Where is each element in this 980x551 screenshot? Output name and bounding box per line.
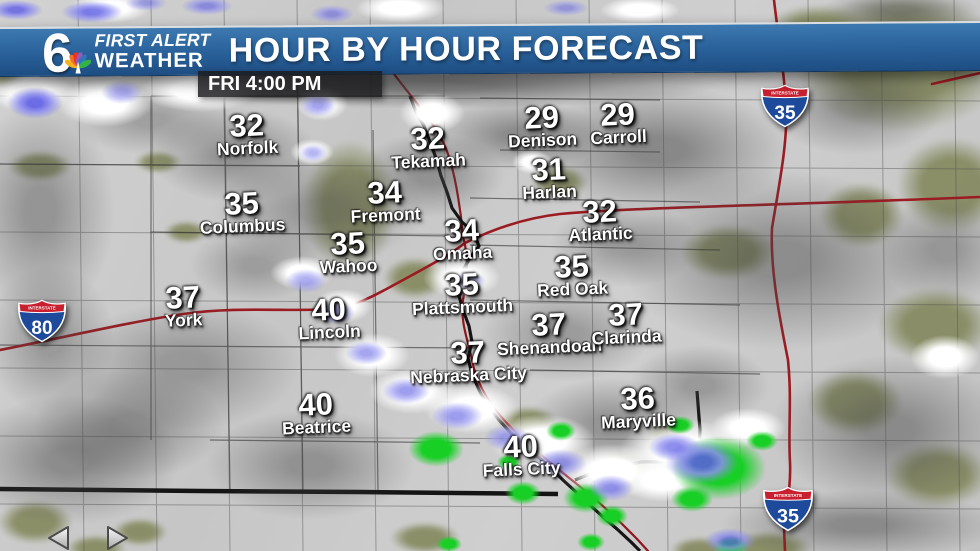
svg-text:35: 35 — [774, 103, 796, 124]
next-frame-button[interactable] — [102, 524, 132, 551]
city-name: Lincoln — [298, 320, 362, 344]
city-name: Omaha — [432, 241, 493, 265]
city-name: Tekamah — [390, 149, 467, 173]
city-name: Carroll — [589, 125, 648, 149]
interstate-80-shield: INTERSTATE 80 — [17, 299, 67, 343]
page-title: HOUR BY HOUR FORECAST — [228, 28, 704, 70]
svg-text:80: 80 — [31, 318, 52, 339]
svg-text:35: 35 — [777, 506, 799, 528]
temp-value: 34 — [443, 212, 480, 249]
temp-value: 32 — [228, 107, 265, 144]
brand-text: FIRST ALERT WEATHER — [94, 29, 211, 72]
temp-value: 31 — [530, 151, 567, 188]
interstate-35-shield-south: INTERSTATE 35 — [763, 486, 813, 532]
city-label-harlan: 31 Harlan — [521, 151, 577, 203]
city-label-columbus: 35 Columbus — [198, 185, 286, 238]
interstate-35-shield-north: INTERSTATE 35 — [760, 84, 810, 128]
city-label-tekamah: 32 Tekamah — [390, 120, 467, 173]
svg-text:INTERSTATE: INTERSTATE — [774, 493, 803, 498]
city-name: Atlantic — [568, 222, 634, 246]
city-label-beatrice: 40 Beatrice — [281, 386, 352, 439]
header-banner: 6 FIRST ALERT WEATHER HOUR BY HOUR FOREC… — [0, 20, 980, 83]
city-label-falls-city: 40 Falls City — [481, 428, 561, 481]
svg-text:INTERSTATE: INTERSTATE — [771, 91, 799, 96]
city-label-york: 37 York — [163, 279, 203, 331]
city-name: Nebraska City — [409, 362, 528, 388]
brand-first-alert: FIRST ALERT — [94, 29, 211, 51]
city-label-wahoo: 35 Wahoo — [318, 225, 378, 278]
city-name: Columbus — [199, 214, 286, 238]
temp-value: 32 — [581, 193, 618, 230]
triangle-right-icon — [107, 526, 128, 550]
city-label-plattsmouth: 35 Plattsmouth — [411, 266, 514, 319]
city-label-carroll: 29 Carroll — [589, 96, 648, 149]
city-name: York — [164, 309, 203, 331]
city-name: Maryville — [600, 409, 677, 433]
interstate-80-road — [0, 195, 980, 352]
city-name: Wahoo — [319, 254, 378, 278]
city-name: Clarinda — [591, 325, 663, 349]
timestamp-badge: FRI 4:00 PM — [198, 71, 382, 97]
nbc-peacock-icon — [64, 51, 91, 74]
kansas-border — [0, 486, 559, 497]
station-logo: 6 FIRST ALERT WEATHER — [42, 21, 211, 83]
triangle-left-icon — [48, 526, 69, 550]
temp-value: 29 — [599, 96, 636, 133]
city-label-fremont: 34 Fremont — [349, 174, 421, 227]
city-label-denison: 29 Denison — [507, 99, 578, 152]
city-label-omaha: 34 Omaha — [431, 212, 493, 265]
temp-value: 40 — [310, 291, 347, 328]
city-name: Norfolk — [216, 136, 279, 160]
city-name: Denison — [507, 128, 578, 152]
city-label-nebraska-city: 37 Nebraska City — [409, 334, 528, 388]
city-label-red-oak: 35 Red Oak — [536, 248, 609, 301]
city-label-maryville: 36 Maryville — [600, 380, 677, 433]
city-name: Red Oak — [536, 277, 609, 301]
city-name: Beatrice — [281, 415, 352, 439]
city-name: Fremont — [350, 203, 421, 227]
prev-frame-button[interactable] — [44, 524, 74, 551]
city-name: Falls City — [482, 457, 561, 481]
svg-text:INTERSTATE: INTERSTATE — [28, 306, 56, 311]
city-label-clarinda: 37 Clarinda — [590, 296, 663, 349]
city-label-lincoln: 40 Lincoln — [297, 291, 362, 344]
temp-value: 37 — [164, 279, 201, 316]
city-label-atlantic: 32 Atlantic — [567, 193, 634, 246]
brand-weather: WEATHER — [94, 48, 204, 72]
city-label-norfolk: 32 Norfolk — [215, 107, 279, 160]
temp-value: 35 — [329, 225, 366, 262]
